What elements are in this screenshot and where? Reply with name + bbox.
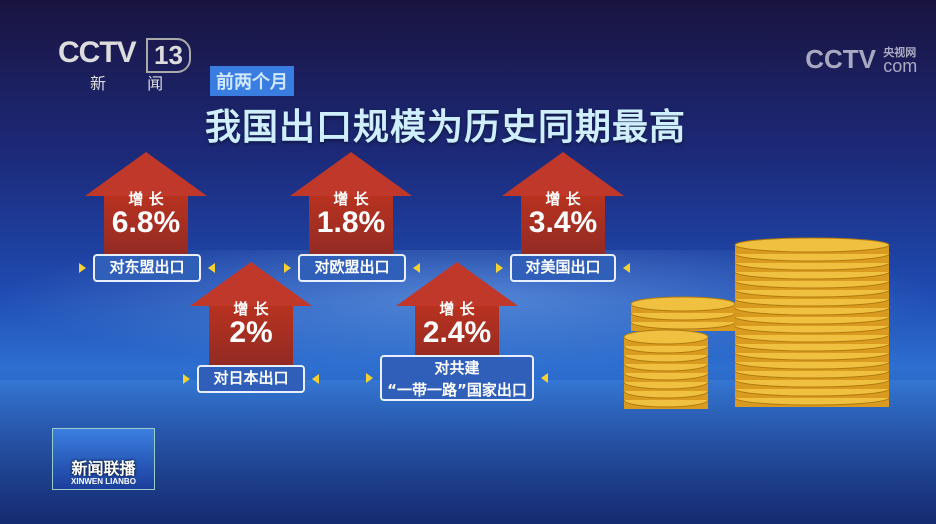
pointer-triangle-icon: [623, 263, 630, 273]
period-tag: 前两个月: [210, 66, 294, 96]
pointer-triangle-icon: [183, 374, 190, 384]
arrow-body: [209, 306, 293, 372]
pointer-triangle-icon: [541, 373, 548, 383]
arrow-head: [396, 262, 518, 306]
growth-label: 增 长: [128, 190, 164, 208]
arrow-head: [290, 152, 412, 196]
arrow-head: [502, 152, 624, 196]
coin: [734, 237, 890, 253]
export-target-label: 对欧盟出口: [298, 254, 406, 282]
growth-value: 2%: [229, 316, 273, 349]
program-pinyin: XINWEN LIANBO: [71, 477, 136, 486]
pointer-triangle-icon: [79, 263, 86, 273]
pointer-triangle-icon: [312, 374, 319, 384]
wm-logo: CCTV: [805, 44, 876, 74]
arrow-head: [190, 262, 312, 306]
growth-value: 1.8%: [316, 206, 386, 239]
growth-label: 增 长: [233, 300, 269, 318]
xinwen-lianbo-logo: 新闻联播 XINWEN LIANBO: [52, 428, 155, 490]
channel-number: 13: [146, 38, 191, 73]
wm-domain: com: [883, 56, 918, 76]
growth-label: 增 长: [439, 300, 475, 318]
export-target-label: 对共建 “一带一路”国家出口: [380, 355, 534, 401]
coin: [623, 329, 709, 345]
export-target-label: 对日本出口: [197, 365, 305, 393]
arrow-body: [521, 196, 605, 262]
cctv-com-watermark: CCTV 央视网 com: [805, 44, 917, 76]
export-target-label: 对东盟出口: [93, 254, 201, 282]
pointer-triangle-icon: [366, 373, 373, 383]
program-name: 新闻联播: [71, 459, 136, 478]
growth-label: 增 长: [333, 190, 369, 208]
export-target-label: 对美国出口: [510, 254, 616, 282]
cctv13-logo: CCTV 13 新 闻: [58, 36, 191, 94]
logo-text: CCTV: [58, 36, 137, 69]
wm-sub: 央视网: [883, 47, 917, 59]
growth-value: 2.4%: [422, 316, 492, 349]
coin: [630, 296, 736, 312]
channel-name: 新 闻: [90, 74, 182, 93]
growth-value: 6.8%: [111, 206, 181, 239]
growth-arrow: 增 长 1.8%: [290, 152, 412, 262]
growth-arrow: 增 长 3.4%: [502, 152, 624, 262]
growth-arrow: 增 长 2.4%: [396, 262, 518, 372]
growth-arrow: 增 长 6.8%: [85, 152, 207, 262]
growth-value: 3.4%: [528, 206, 598, 239]
growth-arrow: 增 长 2%: [190, 262, 312, 372]
arrow-body: [104, 196, 188, 262]
growth-label: 增 长: [545, 190, 581, 208]
arrow-body: [309, 196, 393, 262]
headline: 我国出口规模为历史同期最高: [205, 107, 687, 148]
arrow-head: [85, 152, 207, 196]
